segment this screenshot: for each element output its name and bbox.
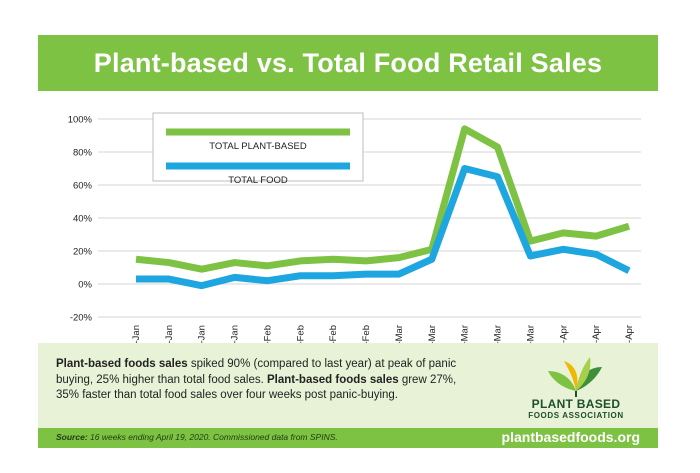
series-lines: [135, 125, 631, 290]
x-tick-label: 5-Jan: [131, 325, 142, 343]
info-panel: Plant-based foods sales spiked 90% (comp…: [38, 343, 658, 428]
x-tick-label: 12-Jan: [164, 325, 175, 343]
info-bold-2: Plant-based foods sales: [266, 373, 399, 386]
x-axis-ticks: 5-Jan 12-Jan 19-Jan 26-Jan 2-Feb 9-Feb 16-Feb 2…: [131, 325, 635, 343]
x-tick-label: 9-Feb: [295, 325, 306, 343]
x-tick-label: 29-Mar: [525, 325, 536, 343]
x-tick-label: 19-Apr: [624, 325, 635, 343]
x-tick-label: 22-Mar: [493, 325, 504, 343]
line-chart: 100% 80% 60% 40% 20% 0% -20% 5-Jan 12-Jan 19-Jan…: [68, 112, 641, 343]
logo-name: PLANT BASED: [531, 397, 621, 411]
x-tick-label: 8-Mar: [427, 325, 438, 343]
logo-subtitle: FOODS ASSOCIATION: [528, 411, 624, 420]
x-tick-label: 12-Apr: [591, 325, 602, 343]
x-tick-label: 23-Feb: [361, 325, 372, 343]
y-tick-label: 80%: [73, 148, 93, 159]
source-label: Source:: [56, 432, 88, 442]
x-tick-label: 15-Mar: [460, 325, 471, 343]
leaf-icon: [548, 357, 602, 397]
y-axis-ticks: 100% 80% 60% 40% 20% 0% -20%: [68, 115, 93, 324]
x-tick-label: 16-Feb: [328, 325, 339, 343]
x-tick-label: 1-Mar: [394, 325, 405, 343]
pbfa-logo: PLANT BASED FOODS ASSOCIATION: [516, 351, 636, 426]
info-text-2: grew 27%, 35% faster than total food sal…: [56, 373, 457, 402]
y-tick-label: 40%: [73, 214, 93, 225]
info-bold-1: Plant-based foods sales: [56, 358, 188, 370]
x-tick-label: 19-Jan: [197, 325, 208, 343]
y-tick-label: -20%: [70, 313, 93, 324]
x-tick-label: 26-Jan: [230, 325, 241, 343]
y-tick-label: 60%: [73, 181, 93, 192]
chart-title: Plant-based vs. Total Food Retail Sales: [38, 35, 658, 91]
y-tick-label: 20%: [73, 247, 93, 258]
x-tick-label: 5-Apr: [558, 325, 569, 343]
info-text: Plant-based foods sales spiked 90% (comp…: [56, 357, 476, 404]
legend: TOTAL PLANT-BASED TOTAL FOOD: [152, 112, 364, 186]
series-line-plant-based: [135, 125, 631, 273]
x-tick-label: 2-Feb: [262, 325, 273, 343]
y-tick-label: 0%: [78, 280, 92, 291]
legend-box: [152, 112, 364, 182]
legend-label: TOTAL FOOD: [228, 175, 288, 186]
chart-frame: Plant-based vs. Total Food Retail Sales …: [38, 35, 658, 448]
info-text-1: spiked 90% (compared to last year) at pe…: [56, 358, 457, 386]
footer: Source: 16 weeks ending April 19, 2020. …: [38, 428, 658, 448]
source-note: Source: 16 weeks ending April 19, 2020. …: [56, 432, 338, 442]
website-url[interactable]: plantbasedfoods.org: [501, 429, 640, 445]
series-line-total-food: [136, 165, 631, 290]
legend-label: TOTAL PLANT-BASED: [209, 141, 307, 152]
y-tick-label: 100%: [68, 115, 93, 126]
source-text: 16 weeks ending April 19, 2020. Commissi…: [87, 432, 338, 442]
